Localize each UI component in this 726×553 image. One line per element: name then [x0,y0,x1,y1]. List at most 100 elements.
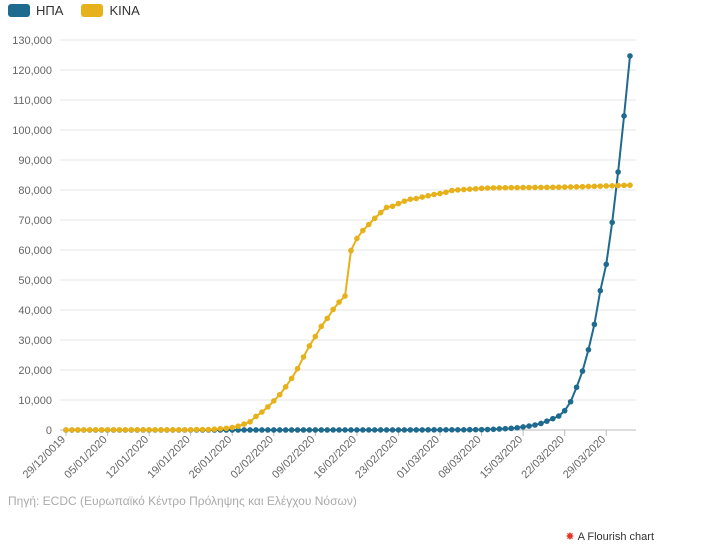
data-point-china [466,186,473,192]
chart-legend: ΗΠΑ ΚΙΝΑ [8,3,140,18]
data-point-china [478,185,485,192]
data-point-usa [532,422,538,428]
data-point-china [300,354,307,360]
data-point-china [544,184,550,191]
data-point-china [443,189,449,196]
data-point-china [146,427,152,433]
data-point-usa [561,407,568,414]
data-point-usa [585,346,592,353]
data-point-usa [365,427,372,433]
data-point-china [282,384,289,390]
x-tick-label: 22/03/2020 [519,434,566,481]
x-tick-label: 02/02/2020 [228,434,275,481]
data-point-china [514,184,520,191]
legend-label-china: ΚΙΝΑ [109,3,140,18]
data-point-china [152,427,158,433]
data-point-usa [324,427,331,433]
data-point-china [561,184,568,190]
flourish-credit[interactable]: ✸ A Flourish chart [565,530,654,544]
data-point-china [128,427,135,433]
data-point-china [484,185,491,191]
data-point-china [550,184,556,191]
data-point-china [176,427,182,433]
data-point-china [270,398,277,404]
data-point-china [306,343,313,349]
data-point-china [81,427,87,433]
data-point-china [383,204,390,211]
data-point-china [472,185,479,192]
data-point-usa [419,427,426,433]
data-point-china [573,184,580,190]
y-tick-label: 110,000 [13,95,52,107]
data-point-usa [253,427,259,433]
data-point-china [229,424,236,431]
data-point-usa [455,427,461,433]
data-point-china [241,421,247,427]
data-point-china [342,293,348,299]
data-point-usa [401,427,408,433]
data-point-usa [449,427,455,433]
data-point-usa [443,427,449,433]
data-point-china [276,391,283,398]
data-point-china [92,427,99,433]
credit-label: A Flourish chart [577,530,654,543]
y-tick-label: 0 [46,425,52,437]
data-point-china [437,190,443,197]
data-point-usa [312,427,319,433]
y-tick-label: 80,000 [18,185,52,197]
y-tick-label: 90,000 [18,155,52,167]
data-point-china [288,375,295,382]
data-point-china [217,425,224,432]
data-point-china [265,404,271,410]
data-point-china [603,183,610,189]
data-point-china [365,221,372,228]
data-point-usa [514,424,520,431]
data-point-usa [330,427,336,433]
data-point-usa [579,368,586,374]
data-point-usa [431,427,437,433]
data-point-china [69,427,75,433]
source-note: Πηγή: ECDC (Ευρωπαϊκό Κέντρο Πρόληψης κα… [8,494,357,508]
data-point-usa [282,427,289,433]
data-point-usa [371,427,378,433]
data-point-china [502,184,509,191]
x-tick-label: 01/03/2020 [395,434,442,481]
data-point-china [496,184,503,191]
data-point-usa [294,427,301,433]
data-point-usa [621,113,627,119]
y-tick-label: 20,000 [18,365,52,377]
data-point-china [585,183,592,190]
data-point-usa [270,427,277,433]
data-point-china [532,184,538,191]
data-point-china [609,183,615,189]
data-point-usa [360,427,366,433]
x-tick-label: 26/01/2020 [187,434,234,481]
data-point-usa [276,427,283,433]
data-point-china [567,184,574,190]
data-point-usa [383,427,390,433]
data-point-china [348,247,354,254]
data-point-china [520,184,526,191]
data-point-usa [306,427,313,433]
data-point-china [407,196,414,202]
data-point-china [235,423,241,429]
data-point-china [75,427,81,433]
data-point-usa [413,427,420,433]
data-point-usa [597,287,604,294]
data-point-usa [342,427,348,433]
data-point-usa [603,261,610,268]
data-point-china [193,426,200,433]
legend-item-china[interactable]: ΚΙΝΑ [81,3,140,18]
data-point-usa [538,420,544,427]
data-point-china [211,426,218,433]
data-point-china [360,227,366,234]
data-point-china [63,427,69,433]
x-tick-label: 29/03/2020 [561,434,608,481]
data-point-usa [520,424,526,430]
data-point-usa [377,427,384,433]
legend-swatch-usa [8,4,30,17]
legend-item-usa[interactable]: ΗΠΑ [8,3,63,18]
y-tick-label: 100,000 [12,125,52,137]
data-point-china [389,203,396,210]
